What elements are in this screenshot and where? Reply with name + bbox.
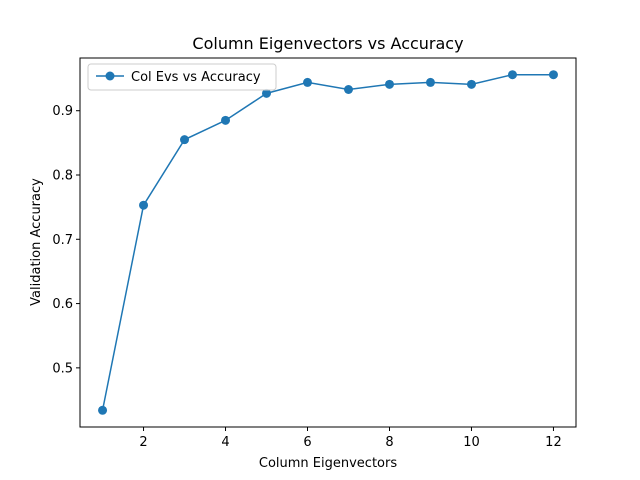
x-tick-label: 4 — [221, 435, 229, 450]
data-point — [548, 70, 558, 80]
data-point — [425, 77, 435, 87]
data-point — [180, 135, 190, 145]
data-point — [221, 115, 231, 125]
legend-box — [87, 63, 277, 91]
legend: Col Evs vs Accuracy — [87, 63, 277, 91]
series-line — [101, 73, 554, 411]
x-tick-label: 12 — [545, 435, 562, 450]
data-point — [343, 85, 353, 94]
legend-label: Col Evs vs Accuracy — [131, 70, 261, 85]
y-tick-label: 0.8 — [52, 169, 73, 184]
x-axis-ticks: 2 4 6 8 10 12 — [139, 427, 562, 450]
data-point — [466, 79, 476, 89]
y-axis-ticks: 0.5 0.6 0.7 0.8 0.9 — [52, 104, 80, 376]
y-tick-label: 0.7 — [52, 233, 73, 248]
y-tick-label: 0.6 — [52, 297, 73, 312]
axes-frame — [79, 57, 577, 428]
data-point — [98, 405, 108, 415]
x-tick-label: 2 — [139, 435, 147, 450]
x-tick-label: 10 — [463, 435, 480, 450]
data-point — [507, 70, 517, 80]
y-tick-label: 0.5 — [52, 361, 73, 376]
data-point — [139, 200, 149, 210]
plot-area — [98, 70, 558, 415]
y-tick-label: 0.9 — [52, 104, 73, 119]
x-axis-label: Column Eigenvectors — [259, 456, 397, 471]
legend-marker-sample — [105, 71, 115, 81]
data-point — [303, 77, 313, 87]
data-point — [384, 79, 394, 89]
x-tick-label: 8 — [385, 435, 393, 450]
y-axis-label: Validation Accuracy — [29, 178, 44, 306]
data-point — [262, 88, 272, 98]
x-tick-label: 6 — [303, 435, 311, 450]
chart-title: Column Eigenvectors vs Accuracy — [192, 34, 463, 53]
